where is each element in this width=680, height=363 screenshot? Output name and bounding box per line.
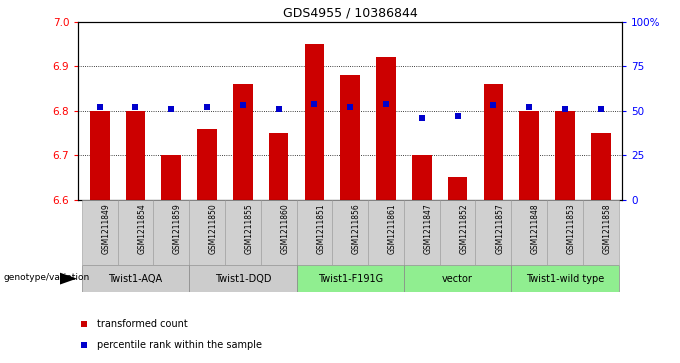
Text: percentile rank within the sample: percentile rank within the sample [97, 340, 262, 350]
Bar [475, 200, 511, 265]
Text: genotype/variation: genotype/variation [3, 273, 90, 282]
Text: GSM1211853: GSM1211853 [566, 203, 576, 254]
Bar [368, 200, 404, 265]
Bar [118, 200, 154, 265]
Bar [126, 111, 146, 200]
Text: GSM1211861: GSM1211861 [388, 203, 396, 253]
Bar [197, 129, 217, 200]
Bar [189, 200, 225, 265]
Bar [82, 265, 189, 292]
Text: Twist1-F191G: Twist1-F191G [318, 274, 383, 284]
Polygon shape [60, 273, 77, 285]
Text: GSM1211856: GSM1211856 [352, 203, 361, 254]
Bar [511, 200, 547, 265]
Bar [520, 111, 539, 200]
Bar [376, 57, 396, 200]
Text: GSM1211854: GSM1211854 [137, 203, 146, 254]
Bar [583, 200, 619, 265]
Text: GSM1211849: GSM1211849 [101, 203, 110, 254]
Text: vector: vector [442, 274, 473, 284]
Bar [412, 155, 432, 200]
Bar [511, 265, 619, 292]
Text: GSM1211859: GSM1211859 [173, 203, 182, 254]
Bar [555, 111, 575, 200]
Bar [225, 200, 260, 265]
Bar [189, 265, 296, 292]
Bar [404, 200, 440, 265]
Text: GSM1211848: GSM1211848 [531, 203, 540, 253]
Bar [440, 200, 475, 265]
Text: GSM1211852: GSM1211852 [460, 203, 469, 253]
Text: GSM1211851: GSM1211851 [316, 203, 325, 253]
Text: GSM1211850: GSM1211850 [209, 203, 218, 254]
Text: Twist1-wild type: Twist1-wild type [526, 274, 604, 284]
Bar [341, 75, 360, 200]
Text: transformed count: transformed count [97, 319, 187, 329]
Bar [447, 178, 467, 200]
Bar [269, 133, 288, 200]
Bar [154, 200, 189, 265]
Text: GSM1211860: GSM1211860 [280, 203, 290, 254]
Bar [305, 44, 324, 200]
Title: GDS4955 / 10386844: GDS4955 / 10386844 [283, 6, 418, 19]
Bar [296, 200, 333, 265]
Text: Twist1-DQD: Twist1-DQD [215, 274, 271, 284]
Bar [161, 155, 181, 200]
Bar [296, 265, 404, 292]
Text: GSM1211855: GSM1211855 [245, 203, 254, 254]
Text: GSM1211847: GSM1211847 [424, 203, 432, 254]
Bar [591, 133, 611, 200]
Text: GSM1211858: GSM1211858 [602, 203, 611, 253]
Bar [233, 84, 253, 200]
Bar [483, 84, 503, 200]
Bar [333, 200, 368, 265]
Bar [547, 200, 583, 265]
Bar [404, 265, 511, 292]
Bar [82, 200, 118, 265]
Bar [260, 200, 296, 265]
Text: Twist1-AQA: Twist1-AQA [108, 274, 163, 284]
Bar [90, 111, 109, 200]
Text: GSM1211857: GSM1211857 [495, 203, 504, 254]
